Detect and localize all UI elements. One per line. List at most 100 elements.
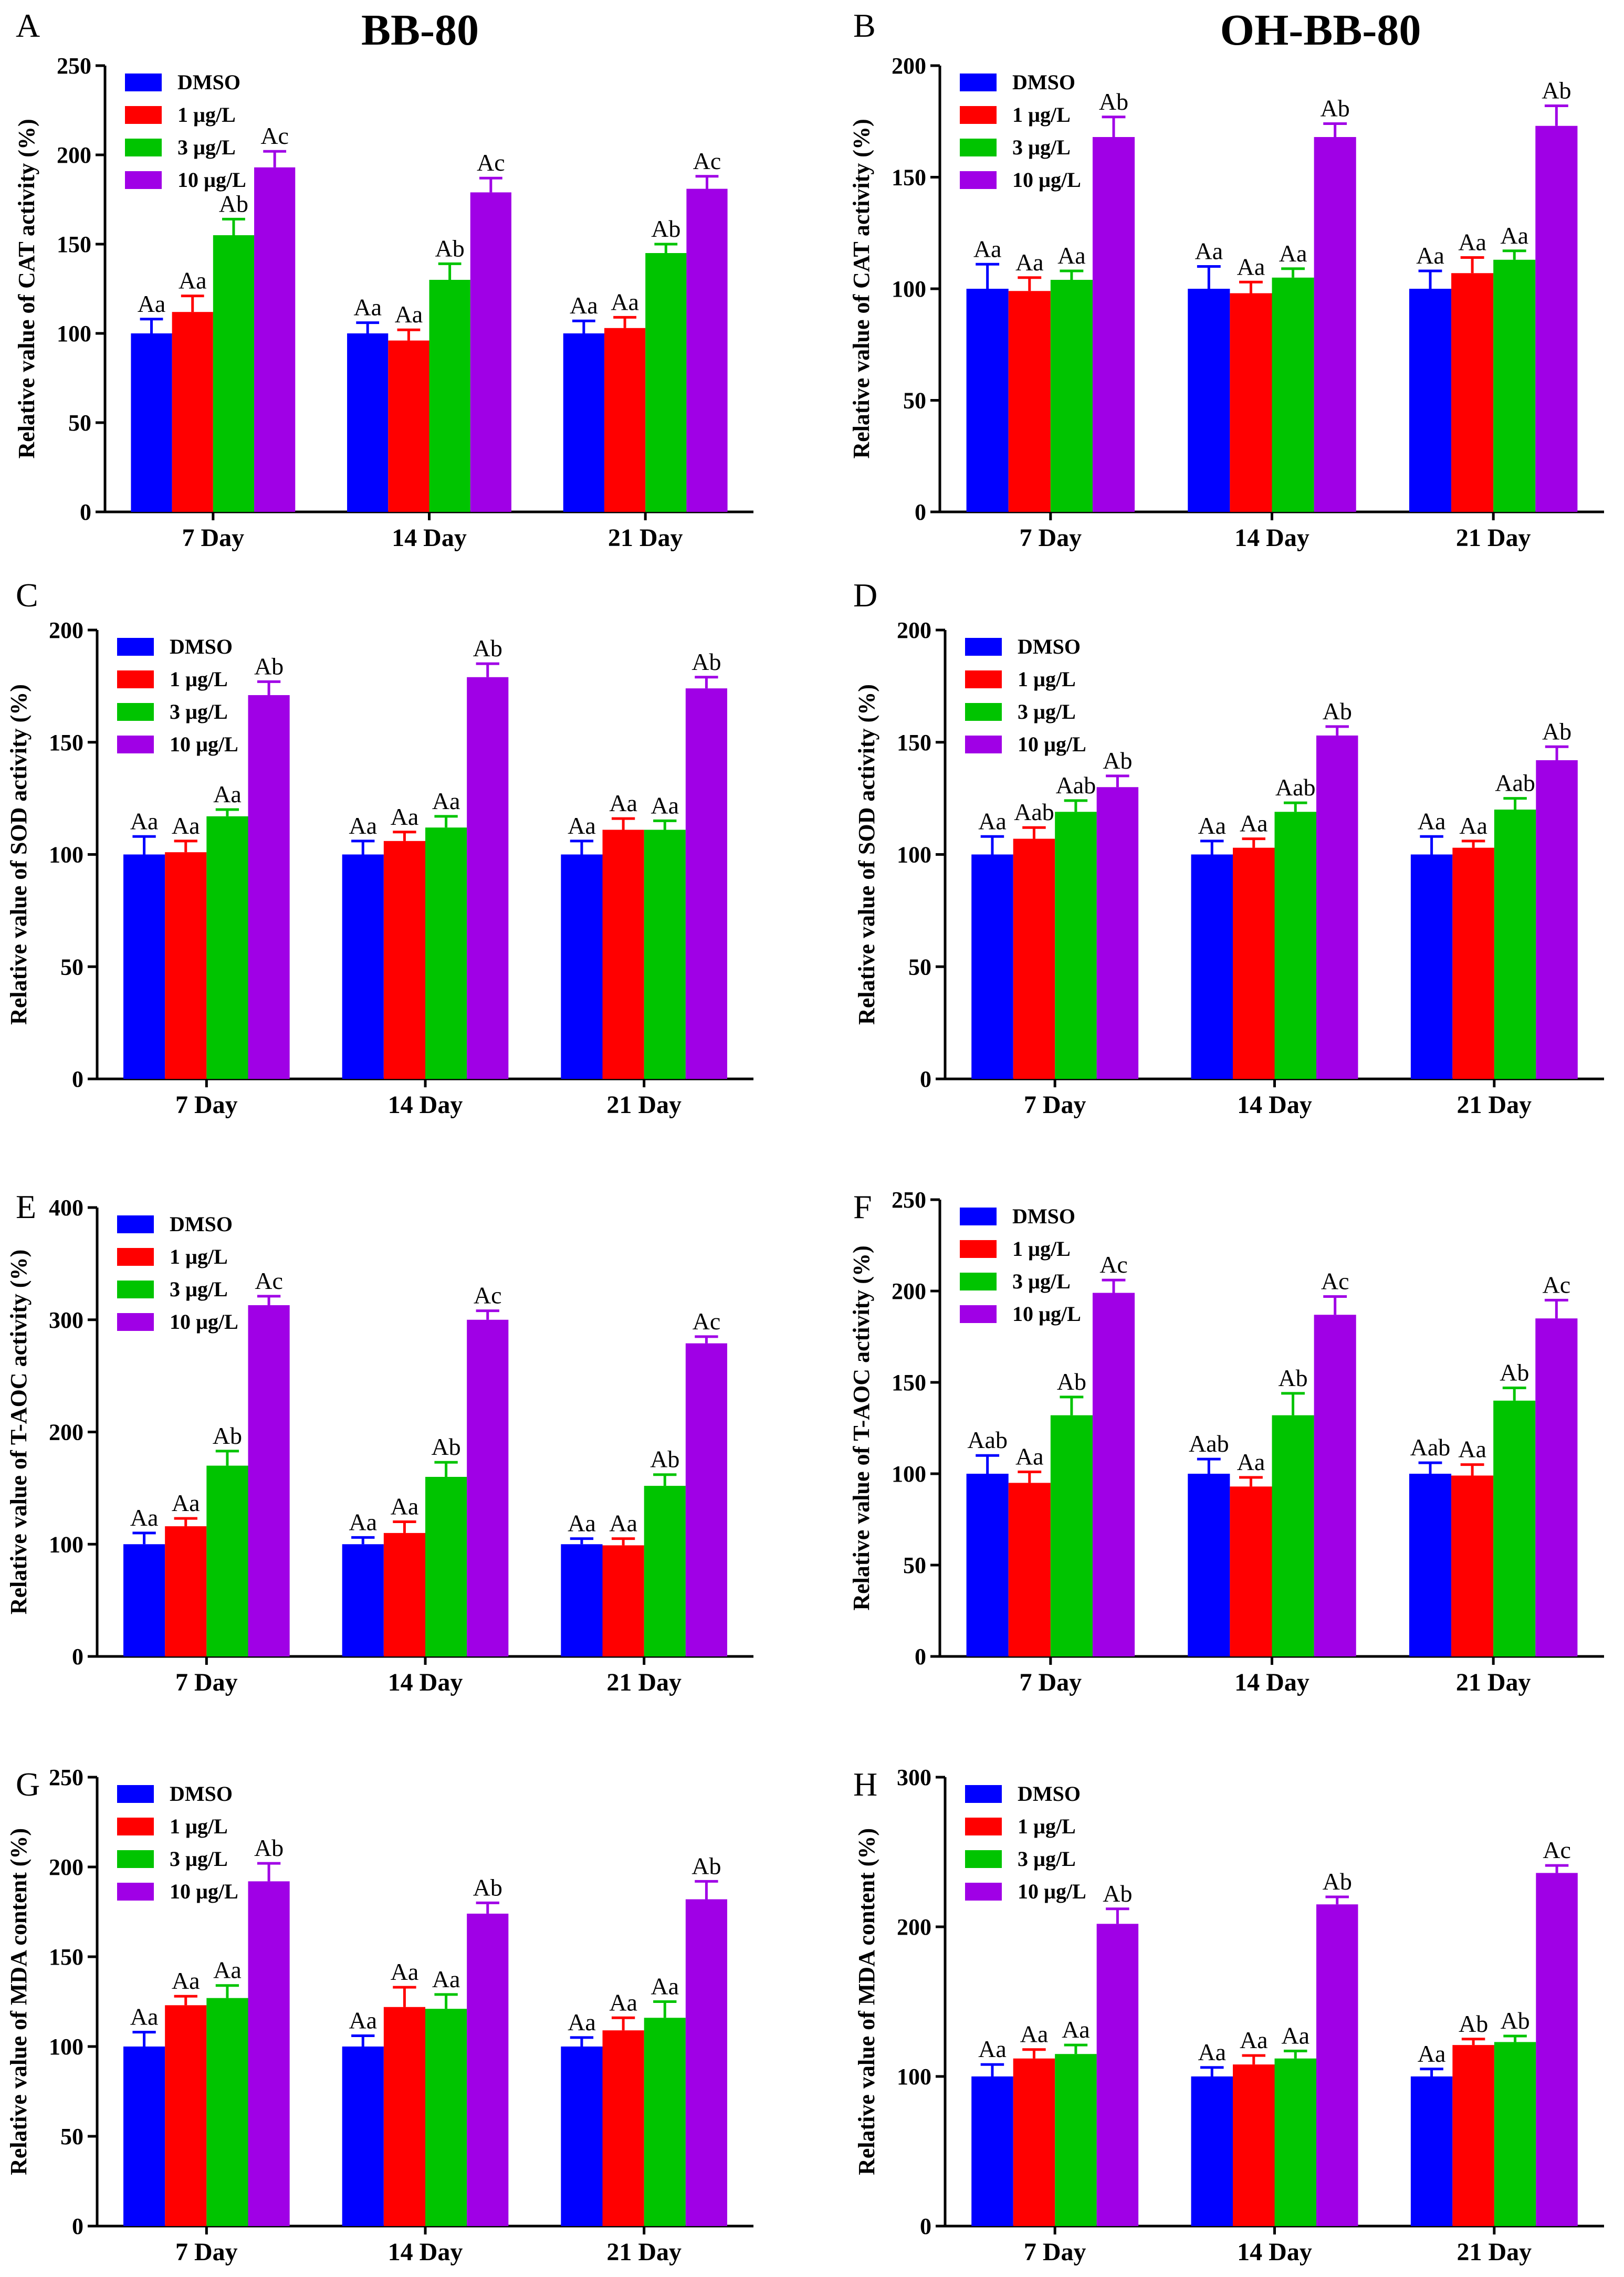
y-tick-label: 0 [915, 1644, 926, 1670]
legend-label: 3 µg/L [170, 1277, 228, 1301]
y-tick-label: 250 [49, 1765, 83, 1790]
significance-label: Aa [391, 1958, 419, 1985]
y-tick-label: 50 [60, 2124, 83, 2149]
y-tick-label: 0 [72, 1644, 83, 1670]
bar [1191, 854, 1233, 1079]
significance-label: Aa [568, 812, 596, 839]
significance-label: Ac [255, 1267, 283, 1294]
bar [1013, 838, 1055, 1079]
bar [131, 333, 172, 512]
y-tick-label: 0 [920, 1066, 931, 1092]
bar [248, 695, 290, 1079]
significance-label: Aa [1062, 2016, 1090, 2043]
legend-swatch [965, 1785, 1002, 1803]
significance-label: Aa [609, 1510, 637, 1537]
bar [1316, 735, 1358, 1079]
legend-swatch [960, 1208, 997, 1225]
y-axis-label: Relative value of CAT activity (%) [14, 119, 39, 458]
legend-label: 10 µg/L [177, 168, 246, 192]
significance-label: Ac [260, 122, 289, 149]
bar [123, 1544, 165, 1656]
panel-h: H 0 100 200 300 Relative value of MDA content… [853, 1765, 1604, 2266]
bar [1055, 812, 1097, 1079]
bar [685, 1899, 727, 2226]
group-title-right: OH-BB-80 [1220, 6, 1421, 55]
significance-label: Ab [1103, 747, 1132, 774]
significance-label: Aa [1237, 1449, 1265, 1475]
legend-swatch [960, 139, 997, 156]
bar [206, 816, 248, 1079]
legend-swatch [965, 736, 1002, 753]
bar [971, 854, 1013, 1079]
bar [604, 328, 646, 512]
bar [644, 830, 686, 1079]
significance-label: Aa [1459, 812, 1487, 839]
legend-swatch [117, 1281, 154, 1298]
significance-label: Aab [1189, 1430, 1229, 1457]
bar [644, 2018, 686, 2226]
y-tick-label: 150 [892, 1370, 926, 1395]
significance-label: Ab [1323, 1868, 1352, 1895]
bar [470, 192, 511, 512]
y-tick-label: 150 [49, 1944, 83, 1970]
y-tick-label: 100 [892, 1461, 926, 1487]
significance-label: Aa [172, 1967, 200, 1994]
significance-label: Ab [219, 190, 248, 217]
panel-c: C 0 50 100 150 200 Relative value of SOD activ… [6, 576, 753, 1119]
legend-label: 1 µg/L [177, 103, 236, 127]
significance-label: Ac [693, 1308, 721, 1335]
y-tick-label: 200 [49, 617, 83, 643]
bar [1493, 259, 1536, 512]
y-axis-label: Relative value of MDA content (%) [854, 1828, 879, 2175]
significance-label: Aa [172, 812, 200, 839]
legend-swatch [117, 1313, 154, 1331]
x-tick-label: 14 Day [388, 2238, 463, 2266]
legend-label: DMSO [1018, 635, 1081, 658]
y-tick-label: 200 [892, 53, 926, 79]
legend-swatch [117, 1883, 154, 1901]
bar [1410, 854, 1453, 1079]
bar [561, 854, 603, 1079]
panel-e: E 0 100 200 300 400 Relative value of T-AOC ac… [6, 1188, 753, 1696]
x-tick-label: 7 Day [1019, 1669, 1082, 1696]
y-tick-label: 50 [903, 1552, 926, 1578]
bar [342, 1544, 384, 1656]
legend-label: DMSO [177, 70, 240, 94]
legend-swatch [117, 670, 154, 688]
significance-label: Aa [349, 2007, 377, 2033]
bar [1050, 280, 1093, 512]
bar [1096, 787, 1139, 1079]
significance-label: Aa [172, 1489, 200, 1516]
bar [388, 340, 429, 512]
significance-label: Aa [1198, 812, 1226, 839]
significance-label: Ab [1542, 77, 1571, 104]
y-tick-label: 200 [897, 617, 931, 643]
bar [1188, 289, 1230, 512]
bar [467, 677, 509, 1079]
significance-label: Aa [432, 1966, 460, 1992]
bar [425, 1477, 467, 1656]
bar [342, 854, 384, 1079]
y-tick-label: 50 [60, 954, 83, 980]
significance-label: Aa [213, 781, 242, 807]
significance-label: Aa [391, 803, 419, 830]
bar [1536, 760, 1578, 1079]
x-tick-label: 21 Day [608, 524, 683, 552]
panel-letter-c: C [16, 576, 38, 614]
y-tick-label: 250 [892, 1187, 926, 1213]
significance-label: Ab [254, 653, 284, 679]
panel-d: D 0 50 100 150 200 Relative value of SOD activ… [853, 576, 1604, 1119]
significance-label: Aa [179, 267, 207, 294]
legend-label: DMSO [170, 1782, 233, 1806]
y-tick-label: 150 [49, 730, 83, 755]
bar [1494, 2042, 1536, 2226]
significance-label: Ab [651, 215, 680, 242]
bar [425, 827, 467, 1079]
significance-label: Aa [1458, 229, 1486, 256]
y-tick-label: 0 [80, 499, 91, 525]
bar [1536, 1873, 1578, 2226]
bar [467, 1319, 509, 1656]
legend-label: 1 µg/L [1018, 667, 1076, 691]
significance-label: Aa [391, 1493, 419, 1520]
significance-label: Aa [570, 292, 598, 319]
